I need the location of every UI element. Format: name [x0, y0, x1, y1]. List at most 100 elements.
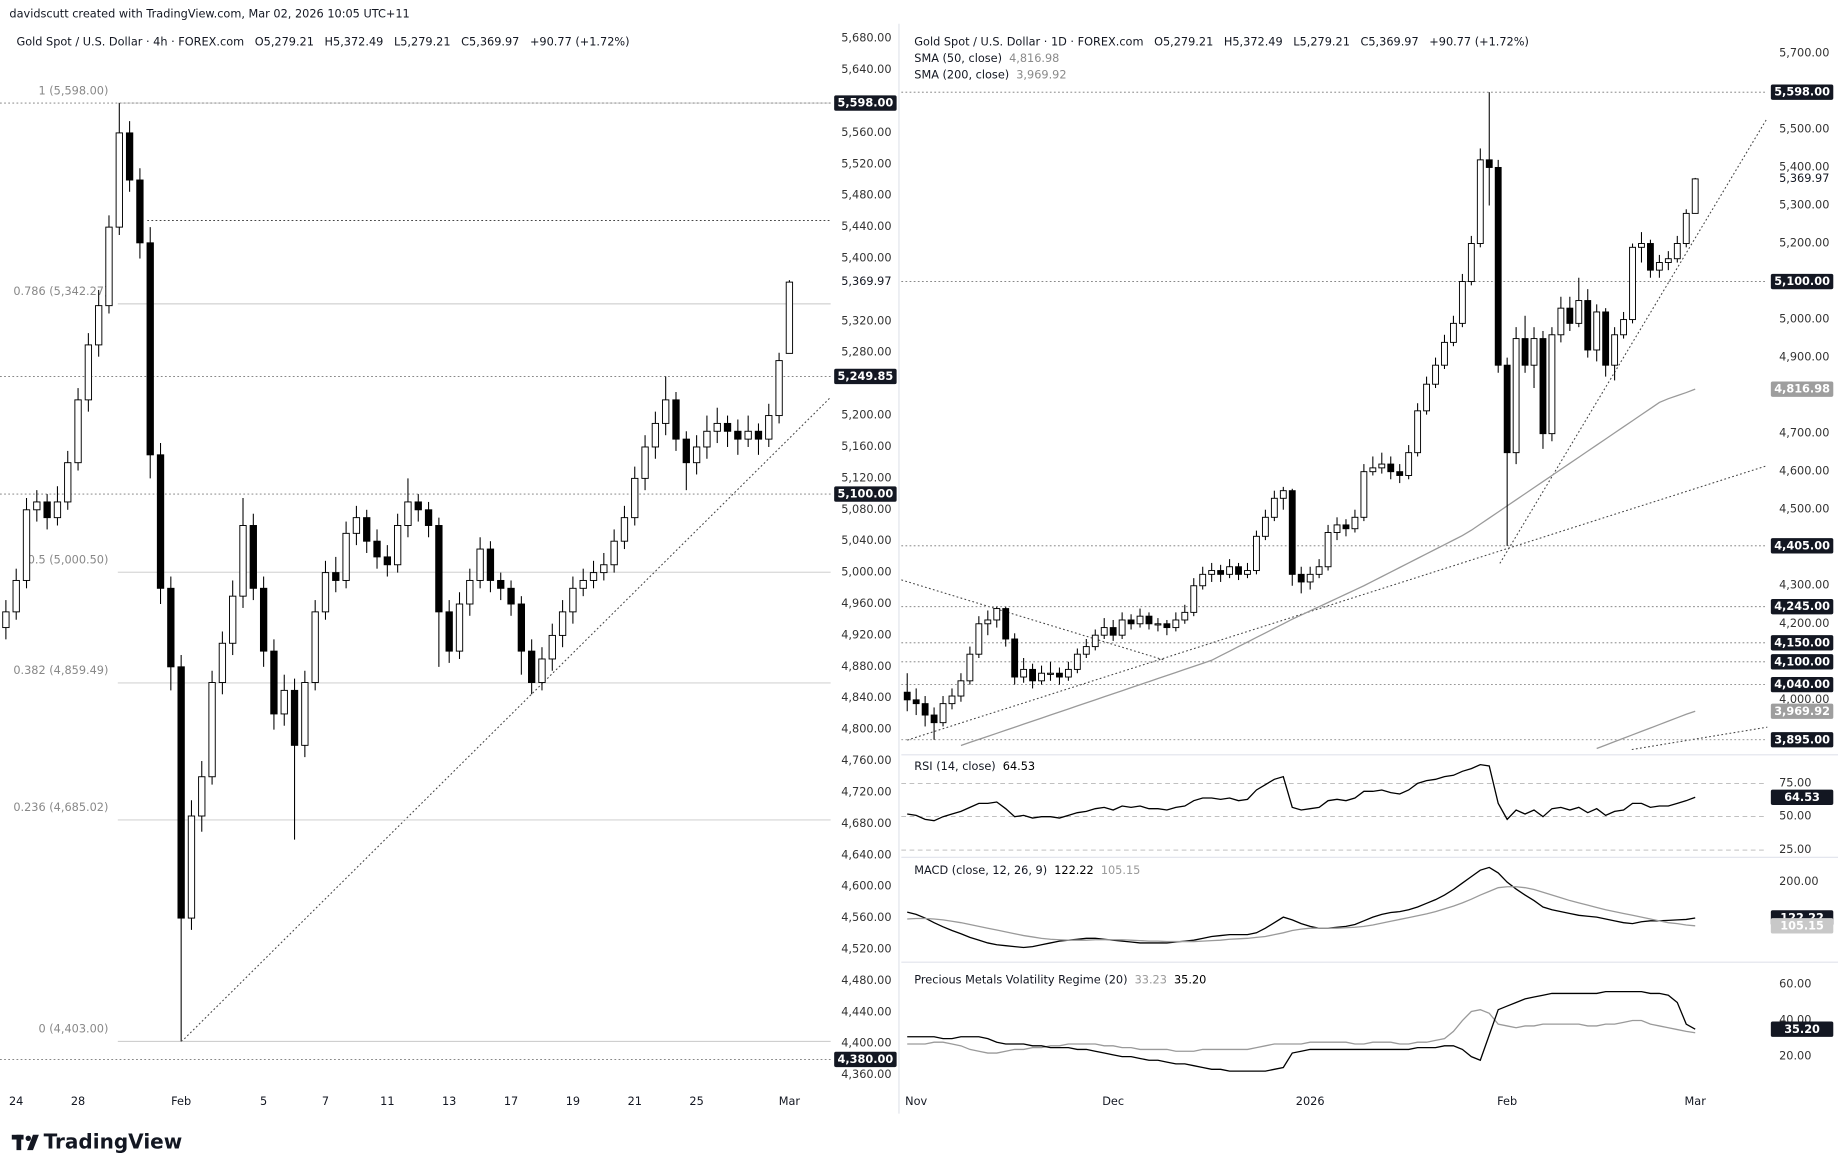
candle-body — [1279, 490, 1287, 499]
candle-body — [1593, 311, 1601, 351]
price-label: 5,369.97 — [841, 275, 891, 288]
y-tick-label: 60.00 — [1779, 977, 1811, 990]
price-label-box — [834, 1051, 897, 1068]
y-tick-label: 4,900.00 — [1779, 351, 1829, 364]
candle-body — [966, 653, 974, 682]
y-tick-label: 5,300.00 — [1779, 198, 1829, 211]
price-label: 4,380.00 — [838, 1053, 894, 1066]
y-tick-label: 200.00 — [1779, 875, 1819, 888]
candle-body — [1226, 566, 1233, 575]
price-label-box — [1770, 538, 1834, 554]
candle-body — [1199, 573, 1207, 587]
y-tick-label: 5,400.00 — [841, 252, 891, 265]
candle-body — [1190, 585, 1198, 613]
y-tick-label: 4,300.00 — [1779, 579, 1829, 592]
brand-logo: TradingView — [11, 1130, 182, 1154]
candle-body — [1127, 619, 1135, 625]
candle-body — [1145, 615, 1153, 625]
pane-title: RSI (14, close) — [914, 760, 995, 773]
candle-body — [1163, 623, 1171, 629]
candle-body — [1673, 243, 1681, 260]
pane-header: Precious Metals Volatility Regime (20) 33… — [914, 973, 1206, 986]
candle-body — [1351, 516, 1359, 530]
candle-body — [1387, 463, 1395, 473]
price-label: 3,895.00 — [1774, 733, 1830, 746]
candle-body — [146, 242, 154, 456]
price-label: 4,405.00 — [1774, 539, 1830, 552]
pane-value: 122.22 — [1054, 864, 1094, 877]
y-tick-label: 5,520.00 — [841, 157, 891, 170]
candle-body — [177, 666, 185, 919]
x-tick-label: 13 — [442, 1095, 456, 1108]
candle-body — [1530, 338, 1538, 366]
candle-body — [507, 587, 515, 605]
candle-body — [579, 579, 587, 589]
candle-body — [486, 548, 495, 581]
candle-body — [1548, 334, 1556, 435]
y-tick-label: 4,800.00 — [841, 723, 891, 736]
candle-body — [1405, 452, 1413, 476]
candle-body — [125, 132, 134, 181]
y-tick-label: 4,560.00 — [841, 911, 891, 924]
y-tick-label: 5,480.00 — [841, 189, 891, 202]
candle-body — [1664, 258, 1672, 263]
y-tick-label: 5,120.00 — [841, 471, 891, 484]
candle-body — [1360, 471, 1368, 518]
x-tick-label: Feb — [171, 1095, 191, 1108]
pane-value-label-box — [1770, 789, 1834, 805]
y-tick-label: 5,200.00 — [1779, 237, 1829, 250]
candle-body — [1611, 334, 1619, 366]
y-tick-label: 4,760.00 — [841, 754, 891, 767]
candle-body — [528, 650, 536, 684]
candle-body — [538, 658, 546, 684]
y-tick-label: 5,000.00 — [1779, 313, 1829, 326]
candle-body — [1629, 246, 1636, 321]
price-label: 4,245.00 — [1774, 600, 1830, 613]
candle-body — [610, 540, 618, 566]
candle-body — [1244, 570, 1251, 575]
candle-body — [1557, 307, 1565, 336]
ohlc-value: L5,279.21 — [1293, 36, 1350, 49]
ohlc-value: +90.77 (+1.72%) — [1429, 36, 1529, 49]
chart-title: Gold Spot / U.S. Dollar · 4h · FOREX.com — [16, 36, 244, 49]
candle-body — [703, 430, 711, 448]
pane-value-label: 64.53 — [1784, 791, 1820, 804]
pane-value: 33.23 — [1135, 973, 1167, 986]
candle-body — [1154, 623, 1162, 626]
y-tick-label: 5,080.00 — [841, 503, 891, 516]
candle-body — [424, 509, 433, 526]
pane-title: MACD (close, 12, 26, 9) — [914, 864, 1047, 877]
price-label: 5,369.97 — [1779, 172, 1829, 185]
price-label: 5,249.85 — [838, 370, 894, 383]
ohlc-value: H5,372.49 — [1224, 36, 1283, 49]
x-tick-label: 17 — [504, 1095, 518, 1108]
candle-body — [435, 525, 443, 613]
candle-body — [903, 691, 911, 701]
candle-body — [1521, 338, 1529, 366]
candle-body — [1476, 159, 1484, 244]
y-tick-label: 5,200.00 — [841, 409, 891, 422]
fib-label: 0.382 (4,859.49) — [13, 664, 108, 677]
overlay-name: SMA (50, close) — [914, 52, 1002, 65]
candle-body — [1458, 281, 1466, 324]
candle-body — [393, 525, 402, 566]
candle-body — [734, 430, 742, 440]
x-tick-label: 19 — [566, 1095, 580, 1108]
candle-body — [672, 399, 680, 440]
candle-body — [1109, 627, 1117, 636]
y-tick-label: 75.00 — [1779, 776, 1811, 789]
y-tick-label: 4,600.00 — [1779, 465, 1829, 478]
candle-body — [1297, 573, 1305, 583]
candle-body — [208, 682, 216, 778]
candle-body — [1575, 300, 1583, 324]
candle-body — [631, 477, 639, 519]
candle-body — [187, 815, 196, 919]
y-tick-label: 4,480.00 — [841, 974, 891, 987]
x-tick-label: Nov — [905, 1095, 927, 1108]
candle-body — [641, 446, 649, 479]
candle-body — [1396, 471, 1404, 476]
candle-body — [1002, 608, 1010, 640]
candle-body — [1503, 364, 1511, 454]
y-tick-label: 5,640.00 — [841, 63, 891, 76]
